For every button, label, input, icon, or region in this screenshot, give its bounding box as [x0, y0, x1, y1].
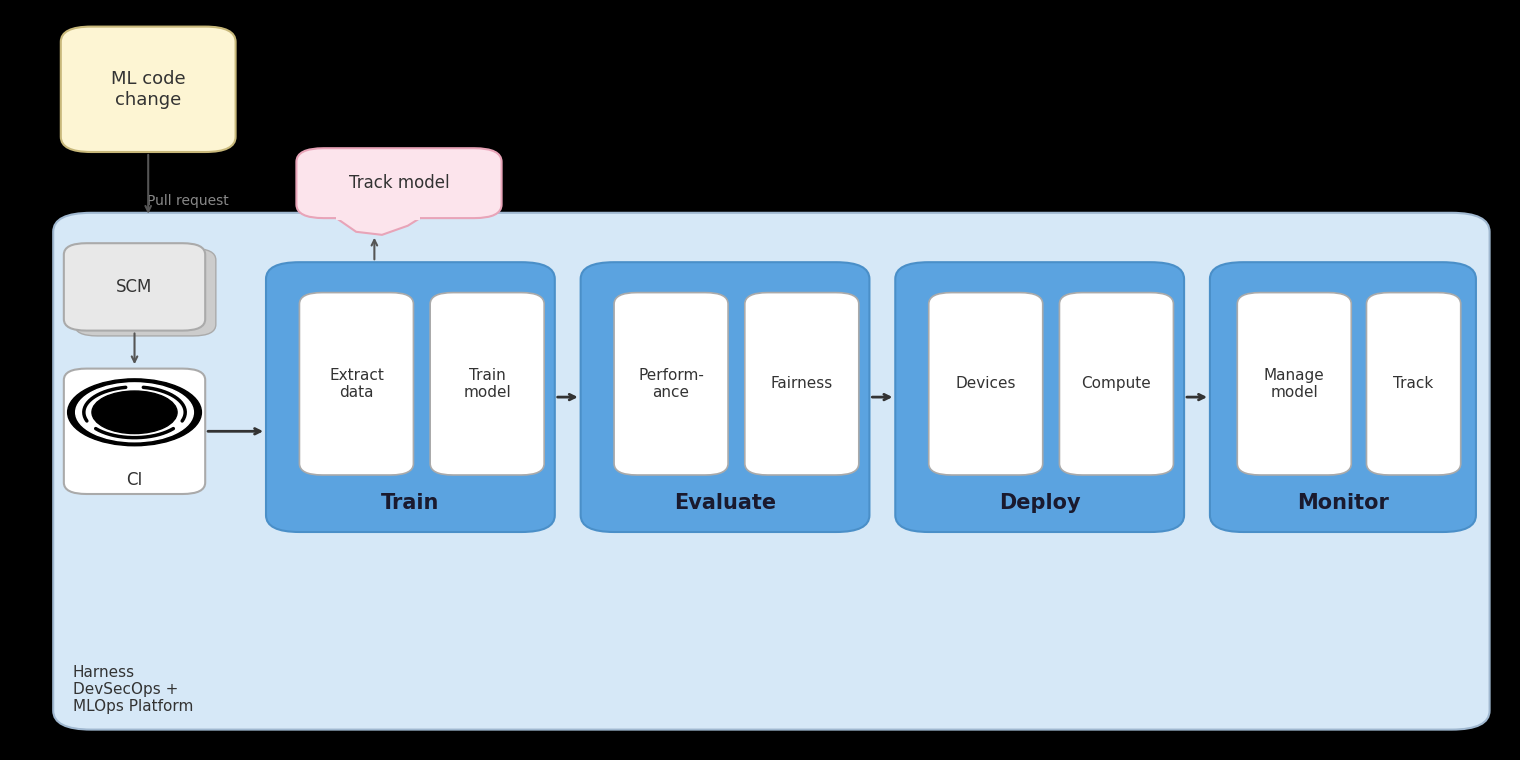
Text: Compute: Compute [1082, 376, 1151, 391]
FancyBboxPatch shape [296, 148, 502, 218]
FancyBboxPatch shape [266, 262, 555, 532]
Circle shape [67, 379, 201, 445]
Circle shape [76, 383, 193, 442]
FancyBboxPatch shape [614, 293, 728, 475]
Text: Monitor: Monitor [1297, 493, 1389, 513]
Circle shape [91, 391, 176, 433]
FancyBboxPatch shape [929, 293, 1043, 475]
Text: Pull request: Pull request [147, 195, 230, 208]
Text: Train
model: Train model [464, 368, 511, 400]
FancyBboxPatch shape [336, 215, 420, 220]
Text: Track model: Track model [348, 174, 450, 192]
Text: Perform-
ance: Perform- ance [638, 368, 704, 400]
FancyBboxPatch shape [745, 293, 859, 475]
Text: CI: CI [126, 471, 143, 489]
FancyBboxPatch shape [430, 293, 544, 475]
Text: Devices: Devices [956, 376, 1015, 391]
Text: ML code
change: ML code change [111, 70, 185, 109]
FancyBboxPatch shape [1210, 262, 1476, 532]
Text: Extract
data: Extract data [328, 368, 385, 400]
FancyBboxPatch shape [64, 369, 205, 494]
FancyBboxPatch shape [64, 243, 205, 331]
Text: Harness
DevSecOps +
MLOps Platform: Harness DevSecOps + MLOps Platform [73, 664, 193, 714]
Text: Deploy: Deploy [999, 493, 1081, 513]
FancyBboxPatch shape [74, 249, 216, 336]
FancyBboxPatch shape [53, 213, 1490, 730]
Text: Train: Train [382, 493, 439, 513]
FancyBboxPatch shape [1059, 293, 1173, 475]
Text: SCM: SCM [117, 278, 152, 296]
Polygon shape [336, 218, 420, 235]
Text: Evaluate: Evaluate [673, 493, 777, 513]
FancyBboxPatch shape [581, 262, 869, 532]
FancyBboxPatch shape [61, 27, 236, 152]
Text: Fairness: Fairness [771, 376, 833, 391]
Text: Manage
model: Manage model [1265, 368, 1324, 400]
FancyBboxPatch shape [1237, 293, 1351, 475]
FancyBboxPatch shape [299, 293, 413, 475]
FancyBboxPatch shape [895, 262, 1184, 532]
FancyBboxPatch shape [1366, 293, 1461, 475]
Text: Track: Track [1394, 376, 1433, 391]
